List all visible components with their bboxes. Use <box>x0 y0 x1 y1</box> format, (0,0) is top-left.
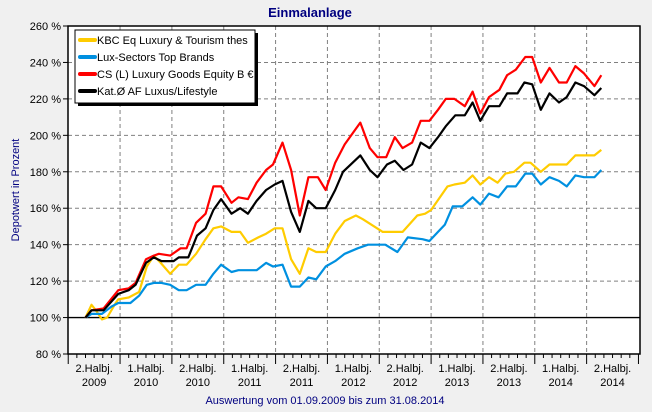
y-tick-label: 220 % <box>30 94 61 106</box>
x-tick-label-year: 2014 <box>600 377 624 389</box>
legend-label: KBC Eq Luxury & Tourism thes <box>97 35 248 47</box>
legend-label: CS (L) Luxury Goods Equity B € <box>97 69 254 81</box>
y-tick-label: 80 % <box>36 349 61 361</box>
x-tick-label-year: 2013 <box>445 377 469 389</box>
x-tick-label-year: 2011 <box>290 377 314 389</box>
y-tick-label: 260 % <box>30 21 61 33</box>
x-axis-caption: Auswertung vom 01.09.2009 bis zum 31.08.… <box>205 395 444 407</box>
x-axis: 2.Halbj. 2009 1.Halbj. 2010 2.Halbj. 2010 1.Ha… <box>67 354 639 389</box>
x-tick-label-half: 2.Halbj. <box>283 363 320 375</box>
x-tick-label-year: 2014 <box>548 377 572 389</box>
y-tick-label: 100 % <box>30 313 61 325</box>
x-tick-label-half: 1.Halbj. <box>231 363 268 375</box>
x-tick-label-half: 2.Halbj. <box>179 363 216 375</box>
legend: KBC Eq Luxury & Tourism thes Lux-Sectors … <box>74 29 258 106</box>
y-tick-label: 200 % <box>30 130 61 142</box>
x-tick-label-year: 2012 <box>341 377 365 389</box>
x-tick-label-half: 1.Halbj. <box>127 363 164 375</box>
x-tick-label-year: 2012 <box>393 377 417 389</box>
x-tick-label-year: 2013 <box>497 377 521 389</box>
grid <box>68 26 640 354</box>
y-axis-label: Depotwert in Prozent <box>10 139 22 242</box>
x-tick-label-half: 2.Halbj. <box>490 363 527 375</box>
legend-label: Kat.Ø AF Luxus/Lifestyle <box>97 86 217 98</box>
chart-title: Einmalanlage <box>268 5 352 20</box>
y-tick-label: 240 % <box>30 57 61 69</box>
series-line-1 <box>84 169 603 319</box>
x-tick-label-year: 2009 <box>82 377 106 389</box>
x-tick-label-half: 1.Halbj. <box>335 363 372 375</box>
x-tick-label-half: 1.Halbj. <box>542 363 579 375</box>
x-tick-label-year: 2010 <box>186 377 210 389</box>
x-tick-label-half: 2.Halbj. <box>387 363 424 375</box>
x-tick-label-half: 1.Halbj. <box>438 363 475 375</box>
x-tick-label-half: 2.Halbj. <box>594 363 631 375</box>
x-tick-label-half: 2.Halbj. <box>75 363 112 375</box>
y-tick-label: 160 % <box>30 203 61 215</box>
y-tick-label: 140 % <box>30 240 61 252</box>
x-tick-label-year: 2011 <box>238 377 262 389</box>
y-tick-label: 120 % <box>30 276 61 288</box>
legend-box <box>74 29 256 104</box>
series-line-3 <box>84 81 603 319</box>
y-tick-label: 180 % <box>30 167 61 179</box>
series-line-2 <box>84 55 603 319</box>
plot-border <box>67 25 641 355</box>
y-axis: 80 % 100 % 120 % 140 % 160 % 180 % 200 % 220 % 2… <box>30 21 68 361</box>
x-tick-label-year: 2010 <box>134 377 158 389</box>
legend-label: Lux-Sectors Top Brands <box>97 52 215 64</box>
series-lines <box>84 55 603 321</box>
